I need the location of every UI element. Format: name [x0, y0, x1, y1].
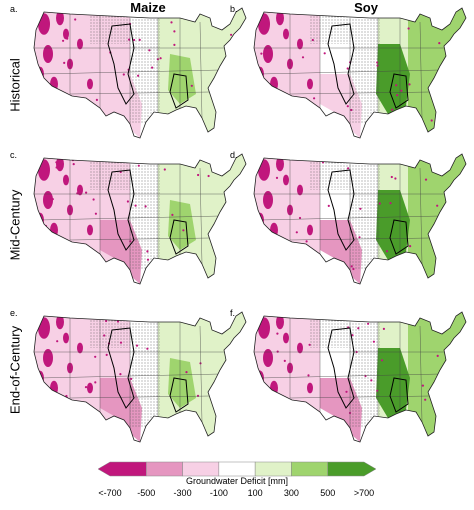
legend-tick-label: 300: [283, 488, 299, 498]
us-map: [253, 153, 467, 285]
panel-letter: c.: [10, 150, 18, 160]
panel-letter: e.: [10, 308, 18, 318]
legend-swatch: [327, 461, 377, 477]
map-panel-maize-end-century: e.: [10, 308, 250, 448]
map-panel-soy-mid-century: d.: [230, 150, 470, 290]
row-title-historical: Historical: [7, 58, 23, 112]
map-panel-maize-mid-century: c.: [10, 150, 250, 290]
legend-tick-label: -300: [173, 488, 192, 498]
panel-letter: f.: [230, 308, 236, 318]
row-title-mid-century: Mid-Century: [7, 189, 23, 261]
us-map: [253, 311, 467, 443]
legend-swatch: [291, 461, 328, 477]
panel-letter: d.: [230, 150, 238, 160]
map-panel-soy-historical: b.: [230, 4, 470, 144]
row-title-end-century: End-of-Century: [7, 325, 23, 415]
legend-tick-label: -500: [137, 488, 156, 498]
legend-swatch: [97, 461, 147, 477]
legend-swatch: [182, 461, 220, 477]
map-panel-maize-historical: a.: [10, 4, 250, 144]
legend-title: Groundwater Deficit [mm]: [185, 476, 289, 486]
legend-tick-label: -100: [209, 488, 228, 498]
legend-tick-label: >700: [353, 488, 375, 498]
legend-tick-label: <-700: [98, 488, 122, 498]
us-map: [33, 311, 247, 443]
legend-swatch: [218, 461, 256, 477]
column-title-maize: Maize: [130, 0, 166, 15]
panel-letter: a.: [10, 4, 18, 14]
map-panel-soy-end-century: f.: [230, 308, 470, 448]
us-map: [33, 7, 247, 139]
panel-letter: b.: [230, 4, 238, 14]
legend-swatch: [146, 461, 183, 477]
column-title-soy: Soy: [354, 0, 378, 15]
us-map: [253, 7, 467, 139]
legend-tick-label: 100: [247, 488, 263, 498]
legend-tick-label: 500: [320, 488, 336, 498]
us-map: [33, 153, 247, 285]
legend-swatch: [254, 461, 292, 477]
color-legend-bar: [97, 461, 377, 477]
